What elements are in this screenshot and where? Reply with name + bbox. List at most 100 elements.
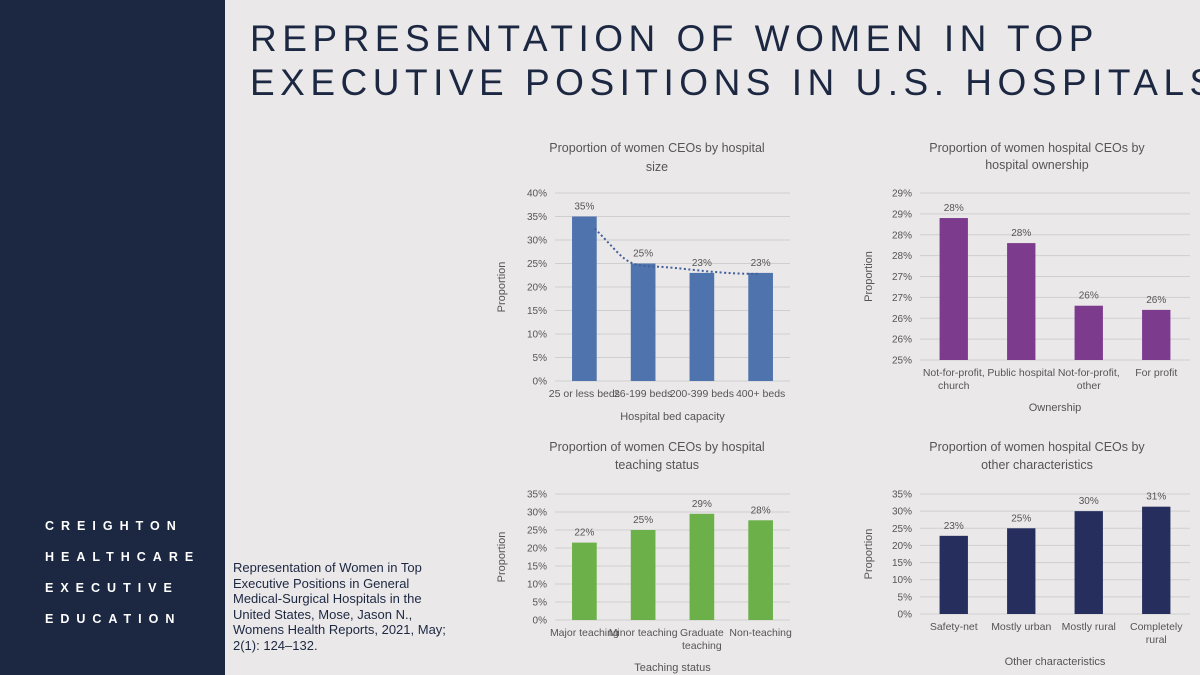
bar (572, 216, 597, 381)
bar (939, 218, 968, 360)
bar (689, 272, 715, 381)
y-tick-label: 25% (527, 526, 547, 537)
x-tick-label: Graduate (680, 627, 724, 639)
x-tick-label: Non-teaching (729, 627, 792, 639)
bar (630, 263, 656, 381)
x-tick-label: Major teaching (550, 627, 619, 639)
x-tick-label: Mostly rural (1062, 621, 1116, 633)
y-tick-label: 35% (527, 490, 547, 501)
bar (630, 530, 656, 620)
y-tick-label: 35% (527, 212, 547, 223)
bar (1007, 528, 1036, 614)
y-tick-label: 5% (533, 598, 548, 609)
bar (939, 535, 968, 614)
chart-title: teaching status (615, 458, 699, 472)
chart-title: hospital ownership (985, 158, 1089, 172)
x-tick-label: teaching (682, 640, 722, 652)
y-tick-label: 0% (533, 377, 548, 388)
y-tick-label: 25% (892, 524, 912, 535)
chart-hospital-ownership: Proportion of women hospital CEOs by hosp… (863, 141, 1190, 414)
y-tick-label: 20% (527, 544, 547, 555)
trendline (594, 227, 759, 275)
data-label: 30% (1079, 496, 1099, 507)
y-tick-label: 20% (892, 541, 912, 552)
y-tick-label: 0% (898, 610, 913, 621)
data-label: 28% (944, 203, 964, 214)
y-tick-label: 27% (892, 272, 912, 283)
x-axis-label: Hospital bed capacity (620, 411, 725, 423)
bar (1142, 506, 1171, 614)
data-label: 23% (751, 258, 771, 269)
x-tick-label: Not-for-profit, (1058, 367, 1120, 379)
y-tick-label: 29% (892, 209, 912, 220)
y-tick-label: 10% (527, 580, 547, 591)
y-axis-label: Proportion (863, 251, 875, 302)
y-tick-label: 27% (892, 293, 912, 304)
x-tick-label: Public hospital (987, 367, 1055, 379)
x-tick-label: Minor teaching (609, 627, 678, 639)
y-tick-label: 28% (892, 251, 912, 262)
brand-line-executive: EXECUTIVE (45, 581, 179, 595)
data-label: 25% (1011, 513, 1031, 524)
data-label: 29% (692, 499, 712, 510)
y-tick-label: 29% (892, 189, 912, 200)
data-label: 22% (574, 528, 594, 539)
chart-title: Proportion of women hospital CEOs by (929, 440, 1145, 454)
data-label: 23% (944, 521, 964, 532)
y-tick-label: 30% (527, 508, 547, 519)
chart-title: Proportion of women hospital CEOs by (929, 141, 1145, 155)
brand-line-education: EDUCATION (45, 612, 182, 626)
y-tick-label: 20% (527, 283, 547, 294)
x-tick-label: church (938, 380, 970, 392)
bar (1074, 511, 1103, 614)
slide-title-line-1: REPRESENTATION OF WOMEN IN TOP (250, 18, 1099, 59)
brand-line-healthcare: HEALTHCARE (45, 550, 201, 564)
x-tick-label: Completely (1130, 621, 1183, 633)
x-axis-label: Ownership (1029, 402, 1082, 414)
x-tick-label: 25 or less beds (549, 388, 620, 400)
y-tick-label: 30% (527, 236, 547, 247)
x-tick-label: Not-for-profit, (923, 367, 985, 379)
slide-main: REPRESENTATION OF WOMEN IN TOP EXECUTIVE… (225, 0, 1200, 675)
y-tick-label: 35% (892, 490, 912, 501)
data-label: 35% (574, 202, 594, 213)
chart-hospital-size: Proportion of women CEOs by hospital size… (496, 141, 790, 423)
data-label: 28% (751, 505, 771, 516)
data-label: 28% (1011, 228, 1031, 239)
x-axis-label: Other characteristics (1005, 656, 1106, 668)
y-tick-label: 10% (892, 575, 912, 586)
x-tick-label: Safety-net (930, 621, 978, 633)
chart-title: Proportion of women CEOs by hospital (549, 141, 764, 155)
bar (748, 272, 773, 381)
y-tick-label: 26% (892, 335, 912, 346)
y-tick-label: 25% (527, 259, 547, 270)
x-tick-label: Mostly urban (991, 621, 1051, 633)
y-tick-label: 15% (527, 306, 547, 317)
bar (748, 520, 773, 620)
y-tick-label: 40% (527, 189, 547, 200)
y-tick-label: 5% (898, 592, 913, 603)
y-tick-label: 0% (533, 616, 548, 627)
y-tick-label: 26% (892, 314, 912, 325)
chart-title: Proportion of women CEOs by hospital (549, 440, 764, 454)
data-label: 23% (692, 258, 712, 269)
data-label: 25% (633, 249, 653, 260)
y-tick-label: 10% (527, 330, 547, 341)
data-label: 26% (1146, 295, 1166, 306)
y-tick-label: 28% (892, 230, 912, 241)
data-label: 26% (1079, 291, 1099, 302)
bar (689, 513, 715, 620)
x-tick-label: 26-199 beds (614, 388, 672, 400)
chart-teaching-status: Proportion of women CEOs by hospital teac… (496, 440, 792, 674)
chart-title: other characteristics (981, 458, 1093, 472)
y-tick-label: 15% (527, 562, 547, 573)
y-axis-label: Proportion (863, 529, 875, 580)
x-tick-label: other (1077, 380, 1101, 392)
x-tick-label: 200-399 beds (670, 388, 734, 400)
bar (572, 542, 597, 620)
brand-line-creighton: CREIGHTON (45, 519, 183, 533)
x-tick-label: rural (1146, 634, 1167, 646)
x-tick-label: For profit (1135, 367, 1177, 379)
y-axis-label: Proportion (496, 262, 508, 313)
chart-title: size (646, 160, 668, 174)
